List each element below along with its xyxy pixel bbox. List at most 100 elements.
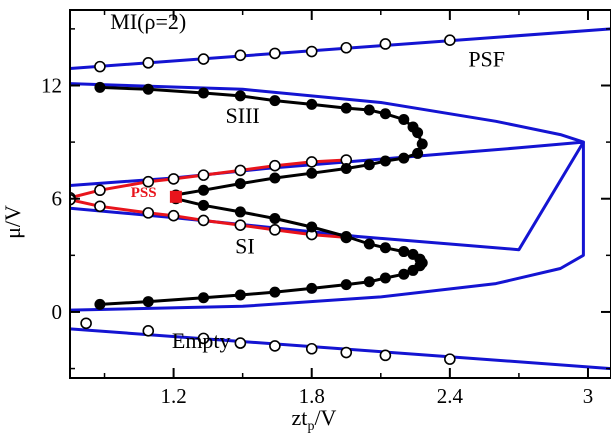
series-5-open-marker (142, 207, 155, 219)
series-6-filled-marker (198, 184, 210, 196)
series-6-filled-marker (363, 104, 375, 116)
series-1-open-marker (269, 340, 281, 352)
series-0-open-marker (340, 41, 353, 54)
series-0-open-marker (142, 57, 155, 69)
x-axis: 1.2 1.8 2.4 3 (103, 10, 594, 408)
region-labels: MI(ρ=2) PSF SIII PSS SI Empty (110, 9, 505, 353)
series-7-filled-marker (407, 248, 419, 260)
series-0-open-marker (305, 45, 318, 58)
series-0-open-marker (379, 38, 392, 50)
region-label-psf: PSF (468, 47, 505, 72)
series-6-filled-marker (398, 152, 410, 164)
series-6-filled-marker (306, 98, 318, 110)
series-7-filled-marker (379, 272, 391, 284)
series-7-filled-marker (306, 221, 318, 233)
series-8-square-marker (169, 190, 182, 203)
series-6-filled-marker (340, 163, 352, 175)
series-7-filled-marker (269, 286, 281, 298)
series-4-open-marker (197, 169, 210, 181)
series-4-open-marker (167, 173, 180, 185)
series-7-filled-marker (234, 289, 246, 301)
series-6-filled-marker (379, 155, 391, 167)
series-7-filled-marker (198, 199, 210, 211)
series-1-open-marker (80, 317, 92, 330)
y-tick-label: 12 (41, 73, 62, 97)
series-0-open-marker (269, 47, 281, 60)
y-axis-title: μ/V (0, 205, 25, 239)
series-7-filled-marker (340, 230, 352, 242)
x-axis-title-subscript: p (307, 419, 314, 434)
series-7-filled-marker (198, 292, 210, 304)
series-7-filled-marker (234, 206, 246, 218)
series-1-open-marker (444, 353, 456, 365)
series-4-open-marker (94, 184, 106, 197)
series-7-filled-marker (379, 242, 391, 254)
series-5-open-marker (269, 224, 281, 236)
series-5-open-marker (197, 214, 210, 227)
series-1-open-marker (340, 346, 353, 359)
series-0-open-marker (197, 53, 210, 65)
series-7-filled-marker (306, 282, 318, 294)
series-6-filled-marker (340, 102, 352, 114)
series-6-filled-marker (412, 127, 424, 139)
series-4-open-marker (269, 159, 281, 172)
series-1-open-marker (234, 337, 247, 349)
series-7-filled-marker (269, 213, 281, 225)
y-tick-label: 0 (52, 300, 63, 324)
series-3-line (70, 140, 585, 252)
series-6-filled-marker (94, 81, 106, 93)
region-label-siii: SIII (226, 103, 260, 128)
series-7-filled-marker (94, 298, 106, 310)
series-6-filled-marker (363, 159, 375, 171)
region-label-si: SI (235, 233, 255, 258)
region-label-mi-2: MI(ρ=2) (110, 9, 186, 34)
series-1-open-marker (197, 332, 210, 345)
series-6-filled-marker (416, 138, 428, 150)
plot-frame (69, 9, 611, 379)
series-1-open-marker (305, 342, 318, 355)
series-2-line (70, 82, 585, 312)
x-tick-label: 1.2 (160, 384, 186, 408)
series-6-filled-marker (269, 172, 281, 184)
region-label-empty: Empty (172, 328, 231, 353)
series-0-open-marker (234, 49, 247, 62)
series-6-filled-marker (398, 113, 410, 125)
series-6-filled-marker (306, 167, 318, 179)
x-tick-label: 2.4 (437, 384, 464, 408)
y-axis: 0 6 12 (41, 28, 611, 370)
series-5-open-marker (167, 209, 180, 222)
series-7-filled-marker (340, 279, 352, 291)
x-tick-label: 1.8 (299, 384, 325, 408)
series-4-open-marker (142, 175, 155, 188)
series-7-filled-marker (363, 238, 375, 250)
series-6-filled-marker (142, 83, 154, 95)
series-7-filled-marker (142, 296, 154, 308)
y-tick-label: 6 (52, 187, 63, 211)
series-4-open-marker (305, 156, 318, 168)
series-1-line (70, 327, 611, 371)
series-1-open-marker (142, 325, 155, 337)
series-7-filled-marker (363, 276, 375, 288)
series-6-filled-marker (198, 87, 210, 99)
x-axis-title: ztp/V (292, 405, 337, 434)
series-1-open-marker (379, 349, 392, 362)
series-5-open-marker (94, 200, 106, 213)
series-7-filled-marker (398, 268, 410, 280)
series-5-open-marker (234, 219, 247, 231)
x-axis-title-main: zt (292, 405, 308, 430)
series-6-filled-marker (412, 147, 424, 159)
plot-content (70, 27, 611, 371)
series-group (70, 27, 611, 371)
series-6-filled-marker (234, 90, 246, 102)
series-0-open-marker (94, 60, 106, 73)
series-4-open-marker (234, 164, 247, 177)
series-0-line (70, 27, 611, 70)
series-0-open-marker (444, 34, 456, 46)
series-6-filled-marker (379, 108, 391, 120)
x-axis-title-suffix: /V (314, 405, 336, 430)
series-7-filled-marker (398, 246, 410, 258)
series-6-filled-marker (234, 178, 246, 190)
x-tick-label: 3 (583, 384, 594, 408)
region-label-pss: PSS (131, 185, 157, 201)
